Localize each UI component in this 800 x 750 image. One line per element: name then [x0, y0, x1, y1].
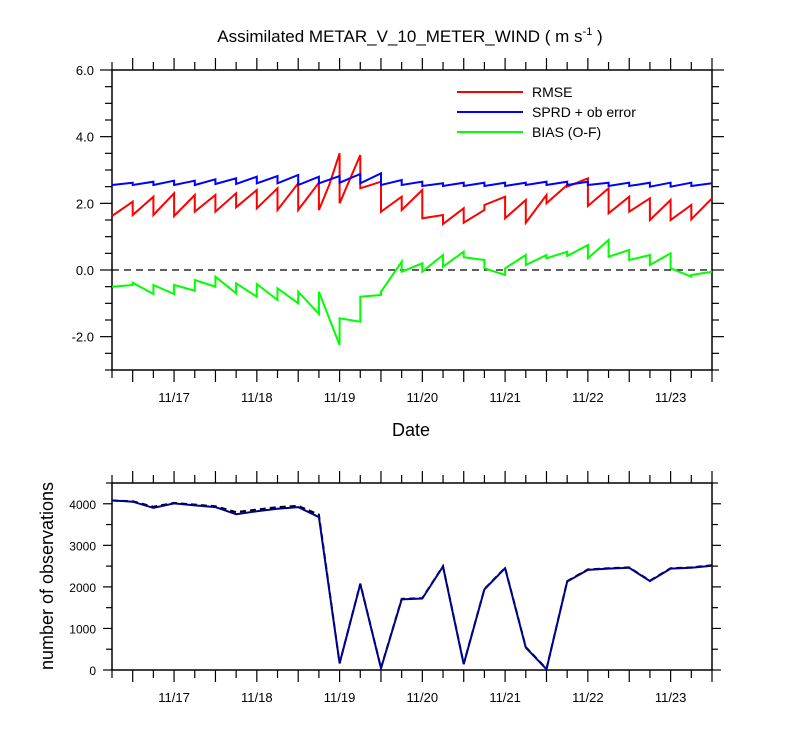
y-tick-label: 3000: [69, 539, 96, 553]
y-tick-label: 2000: [69, 581, 96, 595]
bottom-chart-axes: 11/17 11/18 11/19 11/20 11/21 11/22 11/23 0 1000…: [69, 471, 721, 705]
series-line-solid: [111, 499, 713, 673]
x-tick-label: 11/22: [572, 390, 604, 405]
x-tick-label: 11/21: [489, 390, 521, 405]
y-tick-label: 4.0: [76, 130, 94, 145]
title-unit-exponent: -1: [583, 26, 593, 38]
x-tick-label: 11/18: [241, 690, 273, 705]
x-tick-label: 11/18: [241, 390, 273, 405]
top-chart-legend: RMSE SPRD + ob error BIAS (O-F): [457, 84, 636, 140]
y-tick-label: 0: [89, 664, 96, 678]
x-tick-label: 11/20: [407, 690, 439, 705]
legend-label: SPRD + ob error: [532, 104, 636, 120]
plot-frame: [111, 482, 713, 671]
bottom-chart-plot: [111, 499, 713, 673]
x-tick-label: 11/20: [407, 390, 439, 405]
y-tick-label: 0.0: [76, 263, 94, 278]
y-tick-label: 6.0: [76, 63, 94, 78]
series-line-dashed: [111, 499, 713, 672]
legend-label: RMSE: [532, 84, 572, 100]
series-line-sprd-ob-error: [111, 171, 713, 188]
y-tick-label: 4000: [69, 498, 96, 512]
x-tick-label: 11/22: [572, 690, 604, 705]
x-tick-label: 11/17: [158, 390, 190, 405]
x-tick-label: 11/21: [489, 690, 521, 705]
x-tick-label: 11/23: [655, 390, 687, 405]
x-tick-label: 11/19: [324, 390, 356, 405]
bottom-y-axis-label: number of observations: [37, 482, 57, 670]
y-tick-label: 2.0: [76, 196, 94, 211]
x-tick-label: 11/19: [324, 690, 356, 705]
series-line-rmse: [111, 152, 713, 227]
y-tick-label: 1000: [69, 622, 96, 636]
top-chart-title: Assimilated METAR_V_10_METER_WIND ( m s-…: [217, 26, 602, 46]
top-chart-axes: 11/17 11/18 11/19 11/20 11/21 11/22 11/23 -2.0 0…: [72, 58, 724, 405]
legend-label: BIAS (O-F): [532, 124, 601, 140]
x-tick-label: 11/23: [655, 690, 687, 705]
y-tick-label: -2.0: [72, 330, 94, 345]
top-x-axis-label: Date: [392, 420, 430, 440]
top-chart-plot: [111, 152, 713, 346]
x-tick-label: 11/17: [158, 690, 190, 705]
series-line-bias-o-f-: [111, 237, 713, 346]
